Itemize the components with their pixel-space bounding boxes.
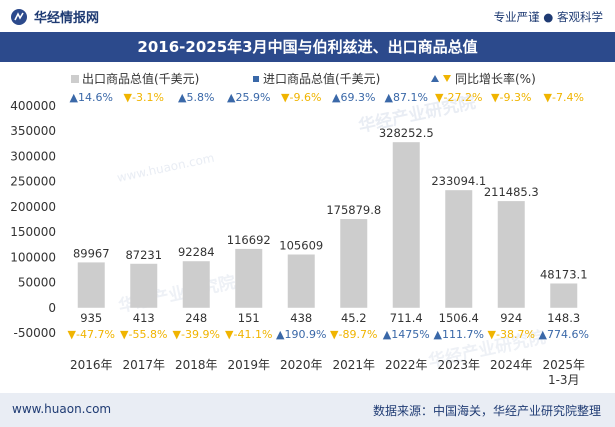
y-tick-label: 200000 (10, 200, 56, 214)
slogan: 专业严谨 ● 客观科学 (493, 10, 603, 24)
brand-logo-icon (11, 8, 27, 25)
y-tick-label: 50000 (18, 276, 56, 290)
import-growth-label: ▼-39.9% (173, 328, 220, 341)
export-growth-label: ▼-3.1% (124, 91, 164, 104)
legend: 出口商品总值(千美元) 进口商品总值(千美元) 同比增长率(%) (71, 71, 536, 86)
export-bar (497, 201, 525, 308)
x-tick-label: 2022年 (385, 358, 428, 372)
import-value-label: 924 (500, 311, 522, 325)
x-tick-label: 2024年 (490, 358, 533, 372)
brand-name: 华经情报网 (34, 11, 100, 26)
x-tick-label: 2023年 (437, 358, 480, 372)
top-bar: 华经情报网 专业严谨 ● 客观科学 (0, 0, 615, 32)
x-tick-label: 2016年 (70, 358, 113, 372)
x-tick-label: 2019年 (227, 358, 270, 372)
export-bar (130, 263, 158, 308)
export-bar (392, 142, 420, 308)
import-value-label: 711.4 (390, 311, 423, 325)
footer-source: 数据来源：中国海关，华经产业研究院整理 (372, 404, 601, 418)
export-value-label: 211485.3 (484, 185, 539, 199)
import-value-label: 413 (133, 311, 155, 325)
import-value-label: 248 (185, 311, 207, 325)
import-value-label: 151 (238, 311, 260, 325)
x-tick-label: 2017年 (122, 358, 165, 372)
import-growth-label: ▼-47.7% (68, 328, 115, 341)
title-bar: 2016-2025年3月中国与伯利兹进、出口商品总值 (0, 32, 615, 62)
export-value-label: 92284 (178, 245, 215, 259)
export-growth-label: ▲69.3% (332, 91, 375, 104)
legend-growth-label: 同比增长率(%) (455, 71, 536, 86)
export-value-label: 175879.8 (326, 203, 381, 217)
import-value-label: 45.2 (341, 311, 367, 325)
export-value-label: 89967 (73, 246, 110, 260)
bars (77, 142, 578, 308)
y-tick-label: 400000 (10, 99, 56, 113)
y-tick-label: 100000 (10, 250, 56, 264)
import-growth-label: ▼-89.7% (330, 328, 377, 341)
export-growth-label: ▼-27.2% (435, 91, 482, 104)
export-bar (77, 262, 105, 308)
export-bar (182, 261, 210, 308)
legend-export-swatch (71, 75, 79, 83)
import-growth-label: ▲111.7% (434, 328, 484, 341)
y-tick-label: 350000 (10, 124, 56, 138)
y-axis: -50000 0 50000 100000 150000 200000 250000 3000… (10, 99, 56, 340)
export-growth-label: ▲87.1% (385, 91, 428, 104)
footer: www.huaon.com 数据来源：中国海关，华经产业研究院整理 (0, 393, 615, 427)
import-growth-label: ▲190.9% (276, 328, 326, 341)
export-value-label: 105609 (279, 239, 323, 253)
legend-down-arrow-icon (443, 75, 451, 82)
x-axis: 2016年 2017年 2018年 2019年 2020年 2021年 2022年 2023年… (70, 358, 585, 387)
export-growth-label: ▼-7.4% (544, 91, 584, 104)
legend-import-label: 进口商品总值(千美元) (263, 71, 380, 86)
import-value-label: 438 (290, 311, 312, 325)
export-value-label: 116692 (227, 233, 271, 247)
export-growth-label: ▲25.9% (227, 91, 270, 104)
import-value-label: 1506.4 (439, 311, 479, 325)
import-growth-label: ▼-41.1% (225, 328, 272, 341)
export-growth-label: ▲14.6% (70, 91, 113, 104)
y-tick-label: 250000 (10, 175, 56, 189)
y-tick-label: 300000 (10, 149, 56, 163)
y-tick-label: 150000 (10, 225, 56, 239)
x-tick-label: 1-3月 (548, 373, 580, 387)
export-bar (235, 248, 263, 308)
y-tick-label: -50000 (13, 326, 56, 340)
legend-up-arrow-icon (431, 75, 439, 82)
y-tick-label: 0 (48, 301, 56, 315)
export-growth-label: ▼-9.3% (491, 91, 531, 104)
import-growth-label: ▼-55.8% (120, 328, 167, 341)
brand: 华经情报网 (10, 7, 99, 26)
export-value-label: 328252.5 (379, 126, 434, 140)
export-bar (445, 190, 473, 308)
x-tick-label: 2020年 (280, 358, 323, 372)
import-growth-label: ▲1475% (383, 328, 430, 341)
x-tick-label: 2025年 (542, 358, 585, 372)
chart: 华经产业研究院 www.huaon.com 华经产业研究院 华经产业研究院 出口… (10, 71, 589, 387)
x-tick-label: 2018年 (175, 358, 218, 372)
export-bar (287, 254, 315, 308)
export-value-label: 48173.1 (540, 267, 588, 281)
legend-export-label: 出口商品总值(千美元) (82, 71, 199, 86)
export-value-label: 87231 (125, 248, 162, 262)
chart-title: 2016-2025年3月中国与伯利兹进、出口商品总值 (137, 38, 478, 56)
export-bar (550, 283, 578, 308)
footer-url: www.huaon.com (12, 402, 112, 416)
x-tick-label: 2021年 (332, 358, 375, 372)
data-labels: 89967 ▲14.6% 935 ▼-47.7% 87231 ▼-3.1% 413 ▼-55.… (68, 91, 589, 341)
watermark-url: www.huaon.com (116, 151, 216, 185)
legend-import-swatch (253, 76, 259, 82)
import-value-label: 935 (80, 311, 102, 325)
import-value-label: 148.3 (547, 311, 580, 325)
export-bar (340, 219, 368, 308)
import-growth-label: ▲774.6% (539, 328, 589, 341)
import-growth-label: ▼-38.7% (488, 328, 535, 341)
export-growth-label: ▲5.8% (178, 91, 214, 104)
export-growth-label: ▼-9.6% (281, 91, 321, 104)
export-value-label: 233094.1 (431, 174, 486, 188)
